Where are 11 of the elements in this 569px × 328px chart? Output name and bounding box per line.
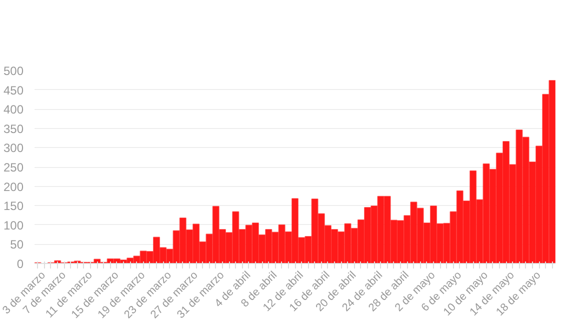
y-tick-label: 0	[16, 257, 24, 271]
y-tick-label: 300	[3, 141, 24, 156]
y-tick-label: 350	[3, 122, 24, 136]
y-tick-label: 250	[3, 160, 24, 174]
y-tick-label: 150	[3, 199, 24, 214]
y-tick-label: 400	[3, 102, 24, 117]
y-tick-label: 100	[3, 218, 24, 232]
y-tick-label: 500	[3, 64, 24, 78]
y-tick-label: 200	[3, 180, 24, 194]
y-tick-label: 450	[3, 83, 24, 98]
y-tick-label: 50	[10, 238, 24, 252]
